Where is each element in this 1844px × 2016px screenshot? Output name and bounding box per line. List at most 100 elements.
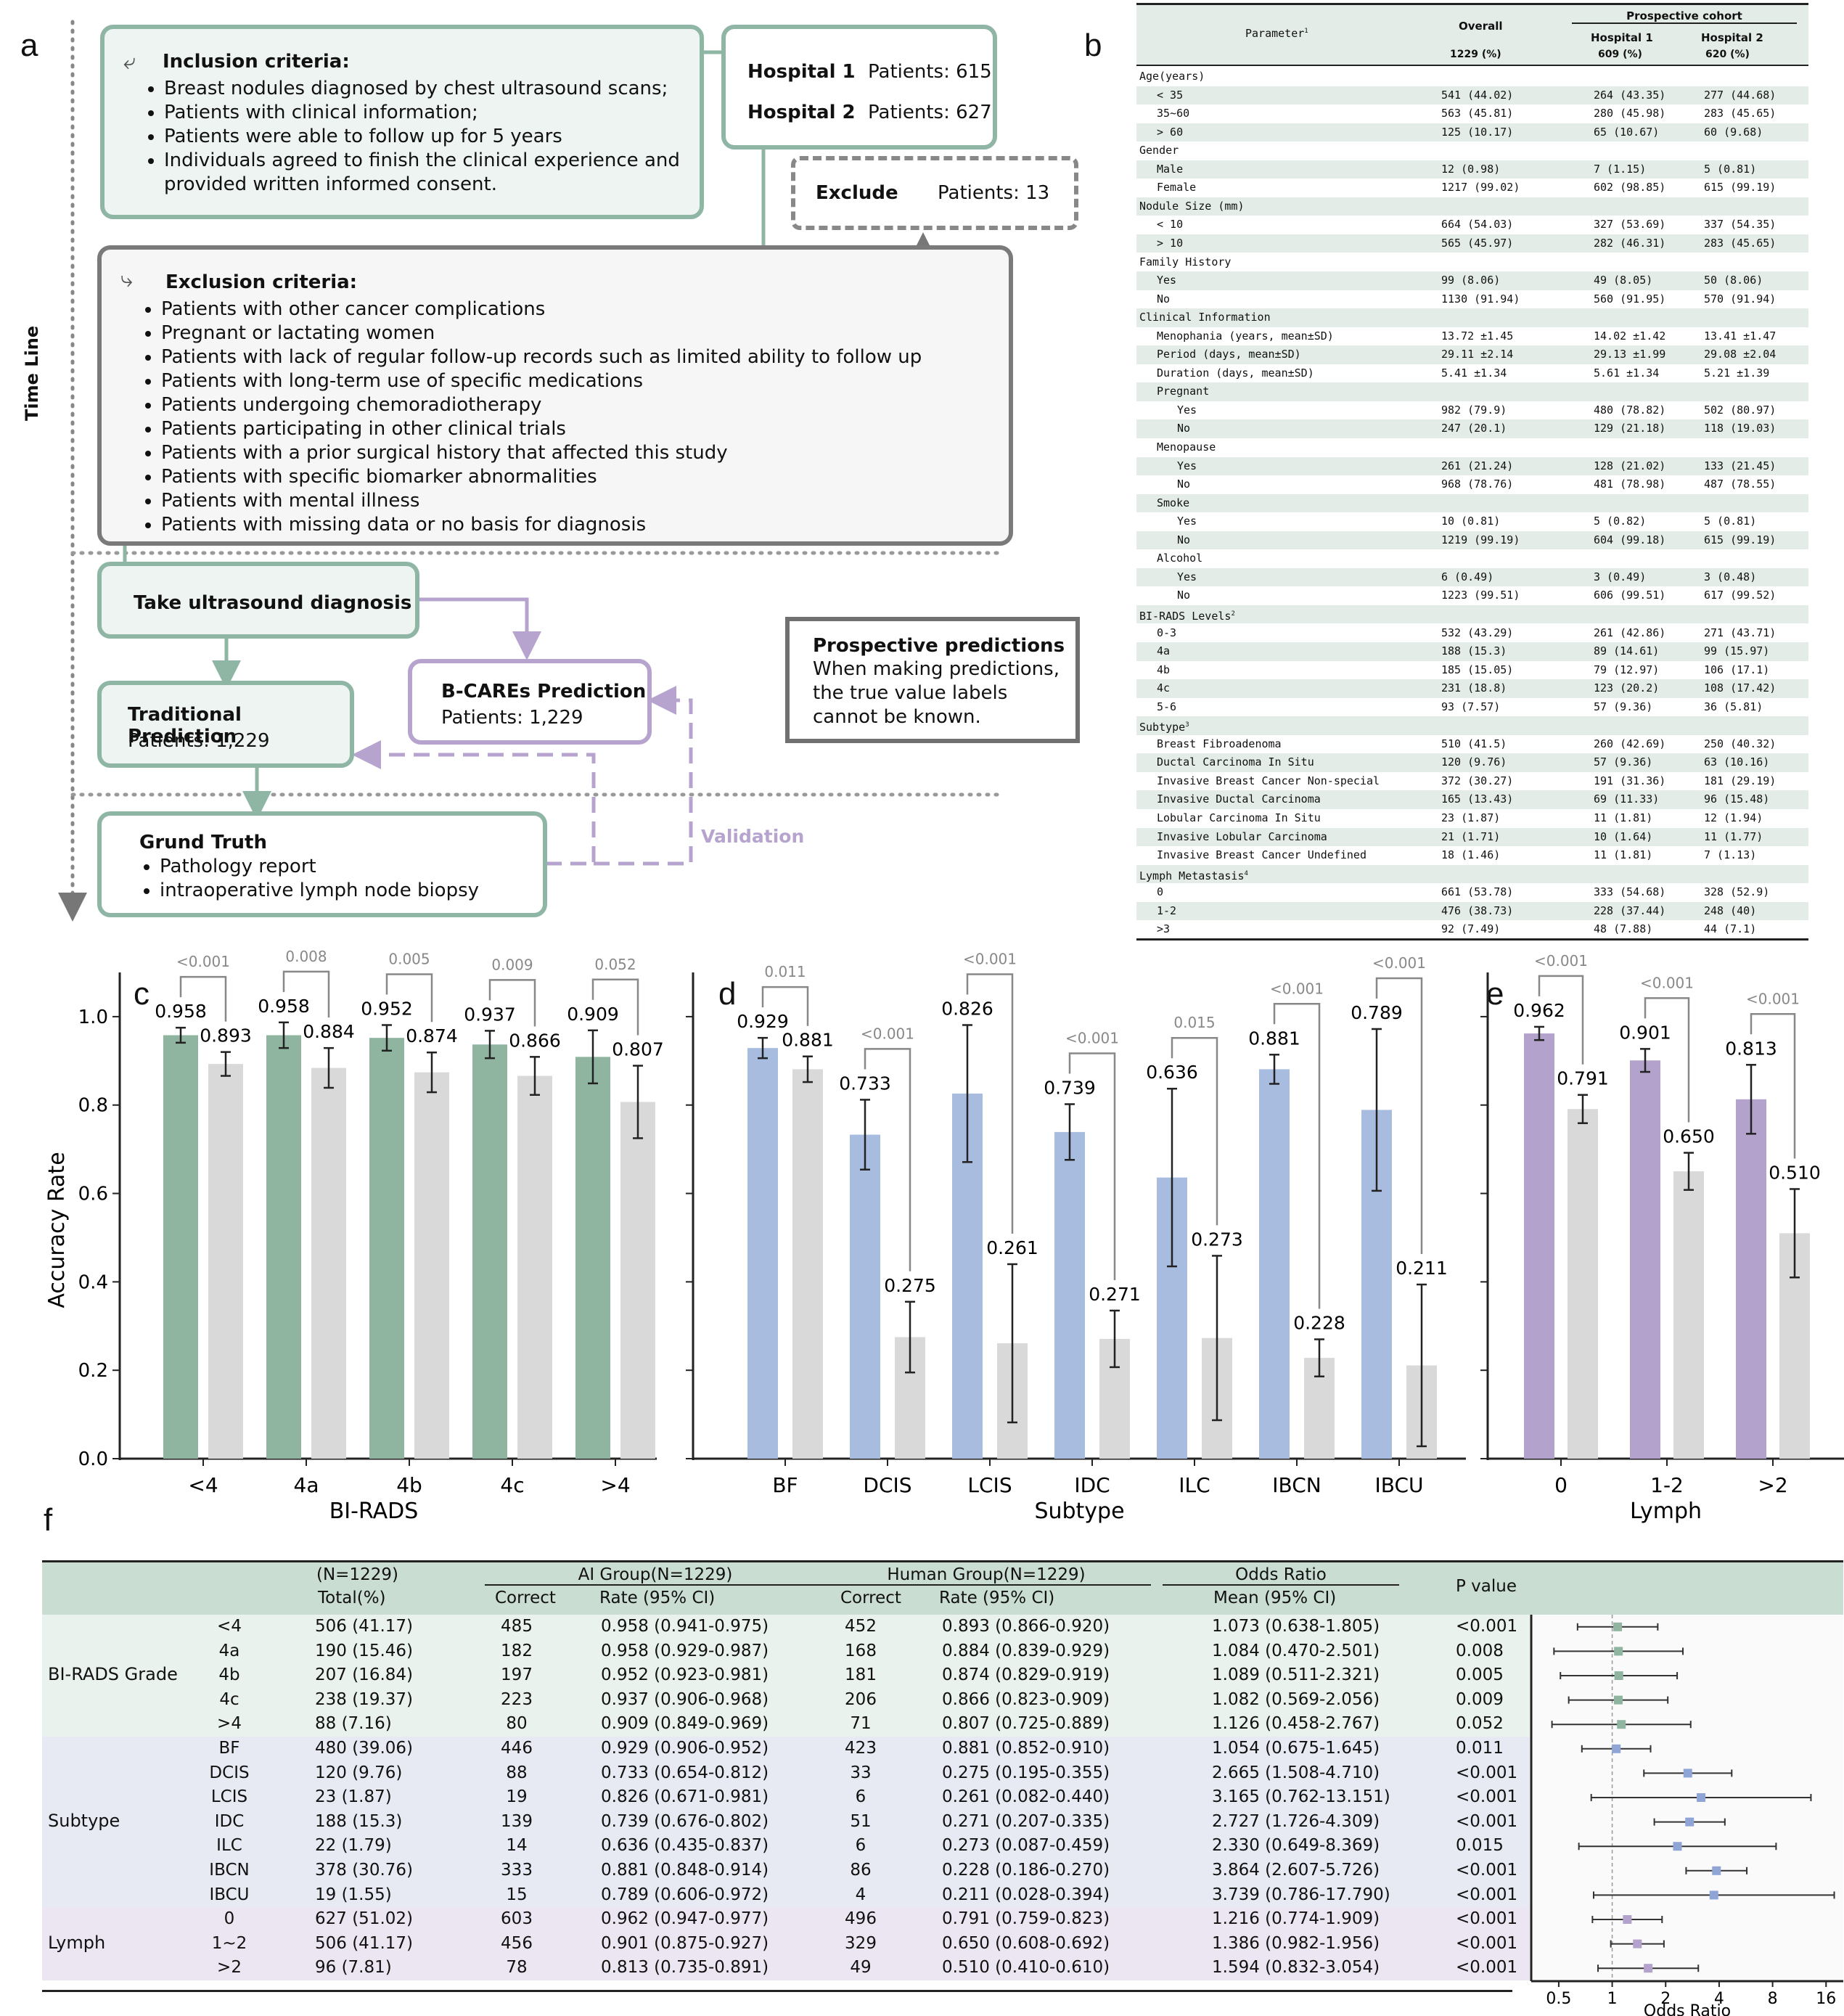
cell-o: 664 (54.03) (1441, 218, 1514, 231)
table-b-row: Yes 99 (8.06) 49 (8.05) 50 (8.06) (1136, 271, 1808, 290)
cell-a: 3 (0.49) (1594, 570, 1647, 583)
cell-a: 5.61 ±1.34 (1594, 366, 1660, 380)
human-bar (1568, 1109, 1598, 1459)
cell-p: 0.005 (1456, 1665, 1504, 1685)
table-f-row: DCIS 120 (9.76) 88 0.733 (0.654-0.812) 33 0.2… (42, 1761, 1530, 1786)
cell-b: 250 (40.32) (1704, 737, 1777, 750)
group-label: Lymph (48, 1932, 106, 1953)
panel-e-label: e (1486, 976, 1504, 1012)
row-label: < 10 (1157, 218, 1184, 231)
exclusion-item: Patients with a prior surgical history t… (161, 441, 994, 465)
cell-ac: 223 (501, 1689, 533, 1709)
or-marker (1709, 1890, 1718, 1900)
table-b-row: > 60 125 (10.17) 65 (10.67) 60 (9.68) (1136, 123, 1808, 142)
ai-error-bar (1534, 1025, 1544, 1041)
ai-bar (163, 1035, 198, 1459)
cell-or: 1.089 (0.511-2.321) (1212, 1665, 1380, 1685)
row-label: Nodule Size (mm) (1139, 199, 1245, 213)
or-marker (1614, 1647, 1623, 1656)
forest-row (1685, 1866, 1748, 1875)
forest-row (1597, 1964, 1700, 1973)
ai-bar (1524, 1033, 1554, 1459)
cell-t: 96 (7.81) (315, 1958, 392, 1978)
ai-value-label: 0.636 (1146, 1062, 1198, 1083)
prospective-box: Prospective predictions When making pred… (785, 617, 1080, 743)
cell-t: 627 (51.02) (315, 1909, 414, 1929)
ai-value-label: 0.881 (1248, 1028, 1300, 1049)
exclude-box: Exclude Patients: 13 (791, 156, 1078, 230)
table-b-row: 1-2 476 (38.73) 228 (37.44) 248 (40) (1136, 901, 1808, 921)
x-tick-label: 4c (500, 1473, 524, 1497)
significance-bracket (385, 973, 433, 1023)
human-error-bar (1417, 1283, 1427, 1448)
cell-o: 1223 (99.51) (1441, 589, 1520, 602)
cell-a: 129 (21.18) (1594, 422, 1666, 435)
table-f-row: <4 506 (41.17) 485 0.958 (0.941-0.975) 452 0.… (42, 1615, 1530, 1639)
or-marker (1633, 1939, 1642, 1949)
row-label: Smoke (1157, 496, 1190, 509)
significance-bracket (488, 979, 536, 1027)
ground-truth-box: Grund Truth Pathology report intraoperat… (97, 811, 547, 917)
hospital-1-label: Hospital 1 (747, 61, 856, 83)
table-b-row: Menophania (years, mean±SD) 13.72 ±1.45 14… (1136, 327, 1808, 346)
x-tick-label: 4a (294, 1473, 319, 1497)
header-ai-correct: Correct (495, 1589, 556, 1607)
human-error-bar (1212, 1255, 1222, 1422)
human-error-bar (1314, 1338, 1324, 1377)
cell-o: 565 (45.97) (1441, 236, 1514, 250)
row-label: No (1177, 422, 1191, 435)
significance-bracket (1375, 977, 1423, 1255)
row-label: > 60 (1157, 125, 1184, 139)
forest-tick-label: 8 (1768, 1990, 1778, 2008)
cell-p: <0.001 (1456, 1885, 1518, 1904)
table-b-row: Yes 982 (79.9) 480 (78.82) 502 (80.97) (1136, 401, 1808, 420)
human-value-label: 0.881 (782, 1030, 834, 1051)
or-marker (1614, 1671, 1623, 1680)
human-value-label: 0.866 (509, 1030, 561, 1051)
table-b-row: 5-6 93 (7.57) 57 (9.36) 36 (5.81) (1136, 698, 1808, 717)
exclude-label: Exclude (816, 182, 898, 204)
row-label: Invasive Breast Cancer Undefined (1157, 848, 1366, 862)
row-label: No (1177, 478, 1191, 491)
cell-b: 36 (5.81) (1704, 700, 1763, 713)
cell-p: 0.011 (1456, 1739, 1504, 1758)
row-label: No (1177, 533, 1191, 546)
cell-hr: 0.893 (0.866-0.920) (942, 1617, 1110, 1636)
cell-t: 506 (41.17) (315, 1933, 414, 1953)
bcares-patients: Patients: 1,229 (441, 707, 583, 729)
cell-ar: 0.826 (0.671-0.981) (601, 1787, 769, 1807)
cell-o: 372 (30.27) (1441, 774, 1514, 787)
human-error-bar (530, 1056, 540, 1096)
cell-o: 982 (79.9) (1441, 403, 1507, 417)
human-error-bar (905, 1300, 915, 1374)
exclusion-title: Exclusion criteria: (165, 271, 358, 293)
cell-a: 280 (45.98) (1594, 107, 1666, 120)
p-value-label: <0.001 (1270, 980, 1324, 997)
cell-hc: 33 (850, 1763, 872, 1782)
cell-b: 570 (91.94) (1704, 292, 1777, 306)
cell-p: <0.001 (1456, 1811, 1518, 1831)
human-error-bar (1684, 1152, 1694, 1191)
table-b-row: Subtype3 (1136, 716, 1808, 735)
cell-ac: 333 (501, 1861, 533, 1880)
cell-b: 5 (0.81) (1704, 515, 1757, 528)
table-b-row: 4c 231 (18.8) 123 (20.2) 108 (17.42) (1136, 679, 1808, 698)
p-value-label: 0.015 (1173, 1014, 1215, 1031)
ai-bar (1630, 1060, 1660, 1459)
forest-tick-label: 4 (1714, 1990, 1724, 2008)
cell-a: 327 (53.69) (1594, 218, 1666, 231)
cell-c: >4 (217, 1714, 242, 1734)
cell-b: 44 (7.1) (1704, 922, 1757, 936)
cell-or: 1.054 (0.675-1.645) (1212, 1739, 1380, 1758)
cell-hc: 168 (845, 1641, 877, 1660)
row-label: Duration (days, mean±SD) (1157, 366, 1314, 380)
panel-a-label: a (20, 28, 38, 63)
cell-ar: 0.929 (0.906-0.952) (601, 1739, 769, 1758)
significance-bracket (1538, 975, 1584, 1065)
cell-o: 968 (78.76) (1441, 478, 1514, 491)
p-value-label: 0.011 (764, 963, 806, 980)
cell-b: 615 (99.19) (1704, 181, 1777, 194)
significance-bracket (966, 973, 1014, 1234)
traditional-patients: Patients: 1,229 (128, 730, 270, 752)
row-label: 4b (1157, 663, 1171, 676)
